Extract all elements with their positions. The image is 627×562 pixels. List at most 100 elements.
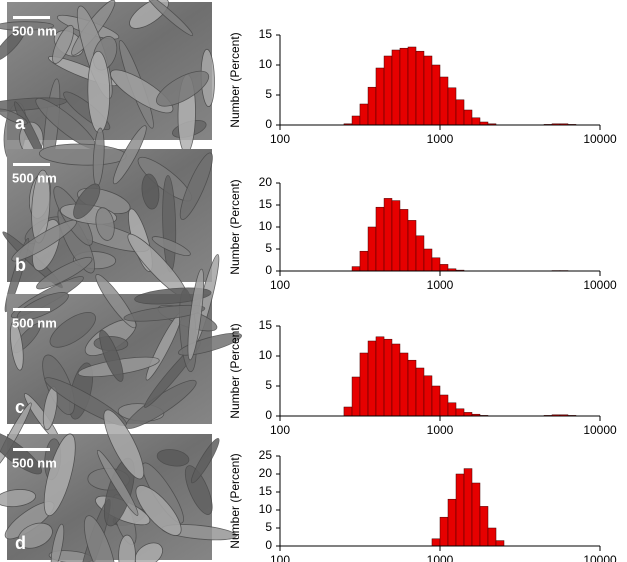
histogram-bar [439,516,449,547]
panel-label: c [15,397,25,417]
y-axis-label: Number (Percent) [228,453,242,548]
histogram-bar [431,538,441,547]
x-tick-label: 100 [270,553,290,562]
y-tick-label: 0 [265,538,272,552]
scale-bar [13,163,50,166]
y-tick-label: 20 [259,466,273,480]
x-tick-label: 1000 [427,423,454,437]
histogram-bar [439,264,449,272]
histogram-bar [463,109,473,126]
y-tick-label: 0 [265,408,272,422]
histogram-bar [447,402,457,417]
scale-bar-label: 500 nm [12,455,57,470]
histogram-bar [375,336,385,417]
histogram-bar [399,209,409,272]
histogram-bar [455,473,465,547]
histogram-bar [415,50,425,126]
sem-crystal [156,70,210,107]
sem-crystal [10,321,24,371]
histogram-bar [495,540,505,547]
histogram-bar [471,117,481,126]
sem-crystal [141,173,160,210]
histogram-bar [359,250,369,272]
sem-crystal [17,522,53,549]
sem-crystal [16,292,69,321]
sem-crystal [134,287,212,305]
sem-crystal [135,485,182,536]
histogram-bar [351,376,361,417]
histogram-bar [431,385,441,417]
histogram-bar [471,482,481,547]
histogram-bar [423,55,433,126]
histogram-bar [343,406,353,417]
sem-crystal [99,329,124,382]
histogram-bar [447,498,457,547]
histogram-bar [399,352,409,417]
histogram-bar [479,506,489,547]
histogram-bar [431,257,441,272]
sem-crystal [187,268,205,361]
y-axis-label: Number (Percent) [228,179,242,274]
sem-crystal [151,236,191,256]
histogram-bar [487,527,497,547]
histogram-bar [375,206,385,272]
histogram-bar [423,375,433,417]
scale-bar-label: 500 nm [12,315,57,330]
y-tick-label: 5 [265,87,272,101]
histogram-bar [391,49,401,126]
panel-label: d [15,533,26,553]
sem-crystal [36,256,93,290]
histogram-bar [455,99,465,126]
histogram-bar [423,248,433,272]
histogram-bar [439,76,449,126]
scale-bar [13,448,50,451]
histogram-bar [407,359,417,417]
histogram-bar [447,87,457,126]
sem-crystal [95,207,115,241]
histogram-bar [367,340,377,417]
histogram-bar [351,115,361,126]
histogram-bar [399,47,409,126]
panel-label: b [15,255,26,275]
histogram-bar [407,46,417,126]
histogram-bar [391,200,401,272]
sem-crystal [50,523,65,562]
x-tick-label: 1000 [427,278,454,292]
histogram-bar [359,352,369,417]
x-tick-label: 10000 [583,553,617,562]
histogram-bar [359,103,369,126]
sem-crystal [96,449,139,516]
histogram-bar [383,198,393,272]
x-tick-label: 1000 [427,553,454,562]
y-tick-label: 5 [265,520,272,534]
sem-crystal [134,542,163,562]
y-tick-label: 15 [259,318,273,332]
sem-crystal [0,27,26,61]
y-axis-label: Number (Percent) [228,32,242,127]
histogram-bar [383,55,393,126]
y-tick-label: 10 [259,348,273,362]
y-tick-label: 20 [259,175,273,189]
y-tick-label: 0 [265,117,272,131]
histogram-bar [367,226,377,272]
y-tick-label: 0 [265,263,272,277]
histogram-bar [383,338,393,417]
y-tick-label: 15 [259,484,273,498]
x-tick-label: 100 [270,423,290,437]
y-tick-label: 10 [259,219,273,233]
y-tick-label: 25 [259,448,273,462]
sem-crystal [146,0,194,36]
histogram-bar [415,235,425,272]
histogram-bar [431,64,441,126]
histogram-bar [367,86,377,126]
sem-crystal [95,274,137,329]
sem-crystal [73,183,101,219]
x-tick-label: 10000 [583,423,617,437]
x-tick-label: 100 [270,278,290,292]
y-tick-label: 10 [259,502,273,516]
histogram-bar [375,67,385,126]
scale-bar-label: 500 nm [12,170,57,185]
sem-crystal [49,312,96,348]
sem-crystal [52,24,75,64]
